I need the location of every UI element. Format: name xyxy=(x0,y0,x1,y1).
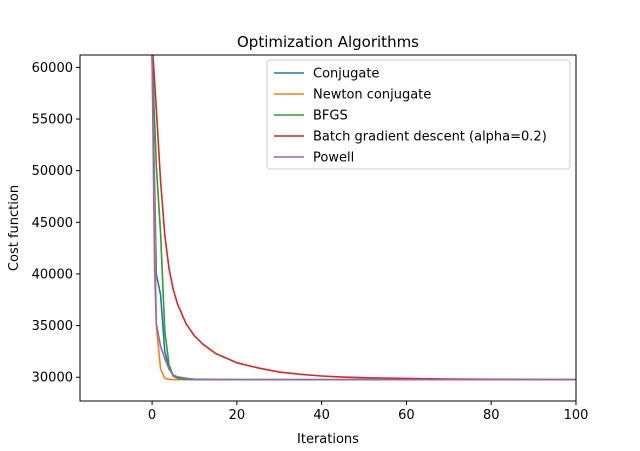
legend-label-3: BFGS xyxy=(313,109,348,124)
series-line-5 xyxy=(151,55,576,381)
chart-title: Optimization Algorithms xyxy=(237,33,419,51)
series-line-4 xyxy=(152,55,576,381)
x-tick-label: 20 xyxy=(229,408,246,423)
legend-label-1: Conjugate xyxy=(313,67,379,82)
legend: Conjugate Newton conjugate BFGS Batch gradi… xyxy=(266,59,571,170)
x-axis: 0 20 40 60 80 100 xyxy=(148,401,588,423)
y-tick-label: 50000 xyxy=(32,164,73,179)
y-tick-label: 55000 xyxy=(32,113,73,128)
x-tick-label: 0 xyxy=(148,408,156,423)
y-tick-label: 35000 xyxy=(32,319,73,334)
legend-label-2: Newton conjugate xyxy=(313,88,431,103)
y-tick-label: 60000 xyxy=(32,61,73,76)
plot-frame xyxy=(79,54,577,402)
legend-label-5: Powell xyxy=(313,151,354,166)
x-tick-label: 80 xyxy=(483,408,500,423)
x-tick-label: 60 xyxy=(398,408,415,423)
y-tick-label: 45000 xyxy=(32,216,73,231)
x-axis-label: Iterations xyxy=(297,432,359,447)
legend-box xyxy=(266,59,571,170)
y-tick-label: 40000 xyxy=(32,267,73,282)
y-tick-label: 30000 xyxy=(32,371,73,386)
y-axis: 30000 35000 40000 45000 50000 55000 60000 xyxy=(32,61,80,386)
legend-label-4: Batch gradient descent (alpha=0.2) xyxy=(313,130,547,145)
series-lines xyxy=(151,55,576,381)
x-tick-label: 100 xyxy=(564,408,589,423)
x-tick-label: 40 xyxy=(313,408,330,423)
y-axis-label: Cost function xyxy=(7,185,22,271)
